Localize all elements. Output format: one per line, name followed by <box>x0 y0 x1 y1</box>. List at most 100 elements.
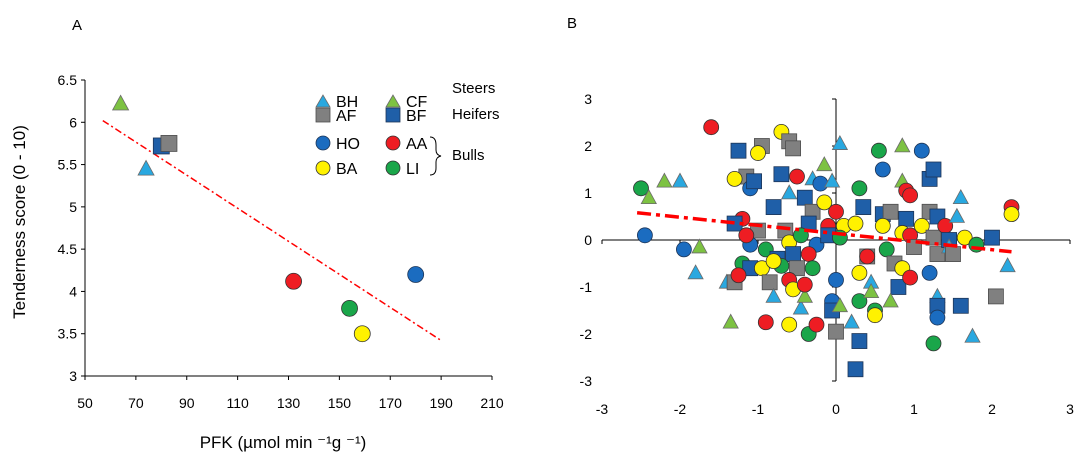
panel-b-y-tick-label: -3 <box>580 373 593 389</box>
panel-b-point-af-116 <box>925 229 942 246</box>
panel-a-x-tick-label: 210 <box>480 395 504 411</box>
panel-b-y-tick-label: 3 <box>584 91 592 107</box>
panel-b-x-tick-label: 3 <box>1066 401 1074 417</box>
panel-b-point-li-1 <box>633 180 649 197</box>
panel-b-points <box>633 119 1020 378</box>
panel-b-point-af-117 <box>929 246 946 263</box>
panel-b-point-cf-99 <box>882 292 899 308</box>
panel-b-point-bh-128 <box>948 207 966 223</box>
panel-a-legend: BH CF AF BF HO AA <box>315 80 500 178</box>
legend-marker-bh <box>315 94 331 108</box>
panel-b-point-ho-121 <box>929 309 946 326</box>
panel-b-x-tick-label: 2 <box>988 401 996 417</box>
legend-label-ba: BA <box>336 161 358 178</box>
panel-b-point-ba-85 <box>851 264 868 281</box>
panel-b-point-cf-2 <box>640 188 657 205</box>
panel-b-y-tick-label: 0 <box>584 232 592 248</box>
panel-b-point-bh-131 <box>964 327 981 343</box>
legend-item-ho: HO <box>315 135 360 153</box>
panel-b-point-bf-80 <box>851 333 868 349</box>
legend-label-af: AF <box>336 108 357 125</box>
panel-b-point-ho-92 <box>874 161 891 178</box>
panel-b-x-tick-label: -3 <box>596 401 609 417</box>
panel-a-x-tick-label: 90 <box>179 395 195 411</box>
panel-b-point-bh-31 <box>765 287 782 303</box>
panel-b-point-bf-98 <box>890 279 907 295</box>
panel-b-point-cf-3 <box>656 172 673 188</box>
panel-b-point-aa-0 <box>703 119 720 136</box>
panel-b-point-bf-55 <box>796 189 813 206</box>
panel-a-x-axis-title: PFK (µmol min ⁻¹g ⁻¹) <box>200 433 367 452</box>
panel-b-point-ba-137 <box>1003 206 1020 223</box>
panel-b-point-aa-61 <box>800 246 817 263</box>
legend-group-steers: Steers <box>452 80 495 97</box>
panel-b-letter: B <box>567 15 577 32</box>
legend-item-bf: BF <box>385 107 427 125</box>
panel-b-point-li-29 <box>757 241 774 258</box>
panel-b-point-bh-127 <box>952 188 969 205</box>
legend-label-aa: AA <box>406 136 428 153</box>
panel-b-point-bh-135 <box>999 257 1016 273</box>
panel-b-x-tick-label: 1 <box>910 401 918 417</box>
panel-b-point-ho-6 <box>676 241 692 258</box>
panel-a-y-tick-label: 5.5 <box>58 157 78 173</box>
legend-label-cf: CF <box>406 94 428 111</box>
panel-b-x-tick-label: -2 <box>674 401 687 417</box>
panel-b-y-tick-label: -2 <box>580 326 593 342</box>
panel-b-point-ba-18 <box>750 145 766 161</box>
panel-b-point-li-82 <box>851 180 868 197</box>
panel-a-point-aa-4 <box>285 272 302 290</box>
panel-b-point-af-28 <box>761 274 778 291</box>
panel-b-point-bf-83 <box>855 199 872 216</box>
panel-a-y-tick-label: 3 <box>69 368 77 384</box>
panel-b-point-ho-110 <box>913 142 930 159</box>
panel-b-point-aa-37 <box>789 168 805 185</box>
panel-b-point-af-94 <box>882 203 899 220</box>
panel-b-point-cf-9 <box>722 313 739 329</box>
panel-a-point-ho-7 <box>407 266 425 283</box>
panel-b-point-bf-79 <box>847 361 864 378</box>
panel-b-y-tick-label: 2 <box>584 138 592 154</box>
panel-b-point-cf-64 <box>816 156 833 172</box>
panel-b-point-bh-7 <box>687 264 704 280</box>
legend-item-af: AF <box>315 107 357 125</box>
legend-group-heifers: Heifers <box>452 106 500 123</box>
panel-b-point-ba-81 <box>847 215 864 232</box>
panel-b-point-aa-66 <box>828 203 844 220</box>
legend-bracket <box>429 136 442 176</box>
panel-b-point-aa-103 <box>902 187 918 204</box>
panel-b-point-aa-23 <box>738 227 755 244</box>
panel-b-point-ba-14 <box>726 170 743 187</box>
panel-b-point-aa-63 <box>796 276 813 293</box>
legend-marker-ho <box>315 135 331 151</box>
panel-b-point-bf-38 <box>765 199 782 216</box>
legend-item-li: LI <box>385 160 419 178</box>
panel-a-trendline <box>102 119 442 342</box>
panel-a-x-tick-label: 190 <box>429 395 453 411</box>
panel-b-x-tick-label: 0 <box>832 401 840 417</box>
legend-item-aa: AA <box>385 135 428 153</box>
panel-b-point-bh-77 <box>843 313 860 329</box>
legend-label-li: LI <box>406 161 419 178</box>
panel-b-x-tick-label: -1 <box>752 401 765 417</box>
panel-a-axes: 3 3.5 4 4.5 5 5.5 6 6.5 50 70 90 110 130 150 170 190 210 <box>58 72 504 411</box>
panel-b-point-bh-39 <box>781 184 798 200</box>
legend-marker-cf <box>385 94 401 108</box>
panel-b-point-cf-100 <box>894 137 911 153</box>
panel-b-point-li-62 <box>804 260 821 277</box>
panel-b: B -3 -2 -1 0 1 2 3 -3 -2 -1 0 1 2 3 <box>567 15 1074 417</box>
panel-b-point-bf-42 <box>785 246 801 263</box>
panel-b-point-cf-90 <box>862 282 880 299</box>
panel-a-x-tick-label: 70 <box>128 395 144 411</box>
panel-b-point-ba-57 <box>816 194 833 211</box>
panel-b-point-ba-44 <box>765 253 782 270</box>
panel-a-x-tick-label: 130 <box>277 395 301 411</box>
panel-a-point-cf-0 <box>111 94 130 111</box>
panel-b-point-ho-5 <box>637 227 653 244</box>
panel-a-y-tick-label: 3.5 <box>58 326 78 342</box>
panel-b-point-af-134 <box>988 288 1004 305</box>
legend-label-bf: BF <box>406 108 427 125</box>
panel-b-y-tick-label: 1 <box>584 185 592 201</box>
panel-a-point-ba-6 <box>353 325 371 343</box>
panel-a-point-li-5 <box>341 299 358 317</box>
